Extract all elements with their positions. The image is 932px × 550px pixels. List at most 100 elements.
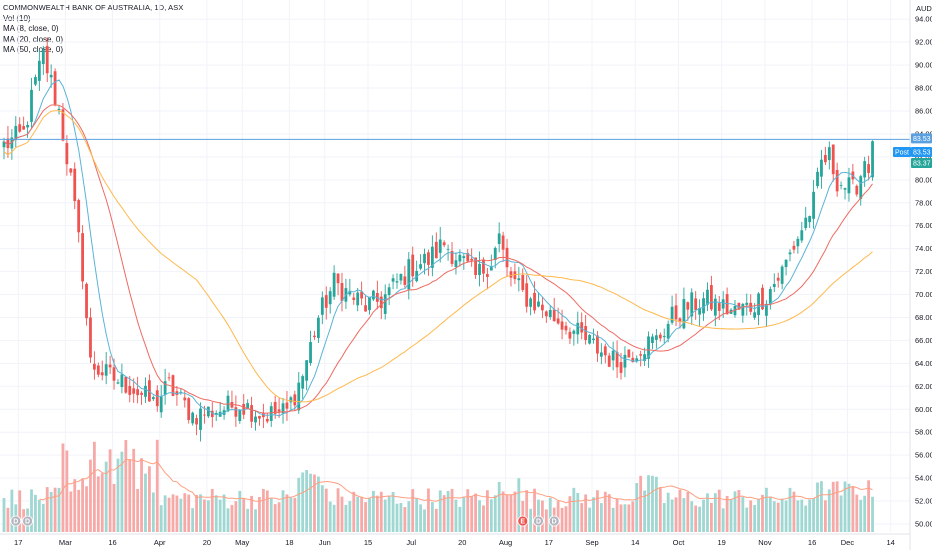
candle[interactable] <box>45 37 49 83</box>
candle[interactable] <box>768 286 772 310</box>
candle[interactable] <box>92 351 96 380</box>
candle[interactable] <box>352 292 356 305</box>
candle[interactable] <box>843 187 847 200</box>
candle[interactable] <box>136 376 140 404</box>
candle[interactable] <box>65 135 69 176</box>
candle[interactable] <box>478 251 481 287</box>
candle[interactable] <box>643 347 646 367</box>
candle[interactable] <box>529 296 533 316</box>
candle[interactable] <box>564 321 568 335</box>
candle[interactable] <box>717 295 721 321</box>
candle[interactable] <box>187 397 191 424</box>
candle[interactable] <box>713 294 717 327</box>
candle[interactable] <box>702 292 705 321</box>
candle[interactable] <box>163 368 167 405</box>
candle[interactable] <box>745 293 749 316</box>
candle[interactable] <box>533 281 536 314</box>
candle[interactable] <box>34 74 37 87</box>
candle[interactable] <box>772 273 776 293</box>
candle[interactable] <box>517 266 521 292</box>
candle[interactable] <box>603 343 607 364</box>
candle[interactable] <box>265 412 269 424</box>
candle[interactable] <box>462 252 466 270</box>
candle[interactable] <box>120 363 124 394</box>
candle[interactable] <box>195 414 198 436</box>
candle[interactable] <box>710 275 713 312</box>
candle[interactable] <box>100 360 104 381</box>
candle[interactable] <box>454 252 458 275</box>
candle[interactable] <box>18 117 22 133</box>
candle[interactable] <box>6 125 10 158</box>
candle[interactable] <box>206 406 210 418</box>
candle[interactable] <box>780 264 784 290</box>
candle[interactable] <box>360 281 364 306</box>
candle[interactable] <box>599 343 603 365</box>
candle[interactable] <box>776 272 780 288</box>
candle[interactable] <box>627 349 631 358</box>
candle[interactable] <box>741 302 745 323</box>
candle[interactable] <box>375 280 379 310</box>
candle[interactable] <box>757 292 760 326</box>
candle[interactable] <box>788 249 792 262</box>
candle[interactable] <box>124 376 128 394</box>
candle[interactable] <box>493 246 497 269</box>
candle[interactable] <box>387 283 391 306</box>
candle[interactable] <box>37 49 41 91</box>
candle[interactable] <box>509 266 513 287</box>
candle[interactable] <box>706 282 709 312</box>
candle[interactable] <box>151 395 155 402</box>
candle[interactable] <box>434 232 438 259</box>
event-marker[interactable]: D <box>533 515 544 527</box>
candle[interactable] <box>541 297 544 318</box>
candle[interactable] <box>372 289 375 302</box>
candle[interactable] <box>317 315 320 344</box>
candle[interactable] <box>572 329 576 346</box>
candle[interactable] <box>525 275 529 313</box>
candle[interactable] <box>698 299 702 326</box>
candle[interactable] <box>466 248 470 263</box>
candle[interactable] <box>859 174 863 206</box>
candle[interactable] <box>332 265 336 300</box>
candle[interactable] <box>427 249 430 276</box>
candle[interactable] <box>49 64 53 88</box>
candle[interactable] <box>485 267 489 290</box>
candle[interactable] <box>749 294 753 315</box>
candle[interactable] <box>61 103 65 142</box>
candle[interactable] <box>155 385 159 412</box>
event-marker[interactable]: D <box>22 515 33 527</box>
candle[interactable] <box>419 254 422 271</box>
candle[interactable] <box>277 397 281 418</box>
candle[interactable] <box>69 167 73 176</box>
candle[interactable] <box>544 310 548 323</box>
candle[interactable] <box>2 137 6 160</box>
candle[interactable] <box>368 296 371 315</box>
candle[interactable] <box>89 307 92 363</box>
candle[interactable] <box>167 372 171 382</box>
candle[interactable] <box>721 291 725 318</box>
candle[interactable] <box>96 362 100 378</box>
candle[interactable] <box>250 396 253 428</box>
candle[interactable] <box>261 403 265 429</box>
candle[interactable] <box>568 327 572 344</box>
candle[interactable] <box>576 311 580 344</box>
candle[interactable] <box>285 390 289 421</box>
candle[interactable] <box>356 287 360 312</box>
candle[interactable] <box>611 341 615 371</box>
candle[interactable] <box>14 116 18 148</box>
candle[interactable] <box>489 254 493 271</box>
candle[interactable] <box>348 278 352 297</box>
candle[interactable] <box>415 260 419 283</box>
candle[interactable] <box>450 242 454 267</box>
candle[interactable] <box>57 105 61 115</box>
candle[interactable] <box>827 141 831 170</box>
candle[interactable] <box>470 248 474 267</box>
candle[interactable] <box>816 167 819 189</box>
candle[interactable] <box>391 274 395 290</box>
candle[interactable] <box>666 320 670 343</box>
candle[interactable] <box>820 149 823 189</box>
candle[interactable] <box>104 352 108 385</box>
candle[interactable] <box>140 391 143 405</box>
candle[interactable] <box>214 410 218 422</box>
candle[interactable] <box>313 330 316 340</box>
candle[interactable] <box>309 330 312 366</box>
